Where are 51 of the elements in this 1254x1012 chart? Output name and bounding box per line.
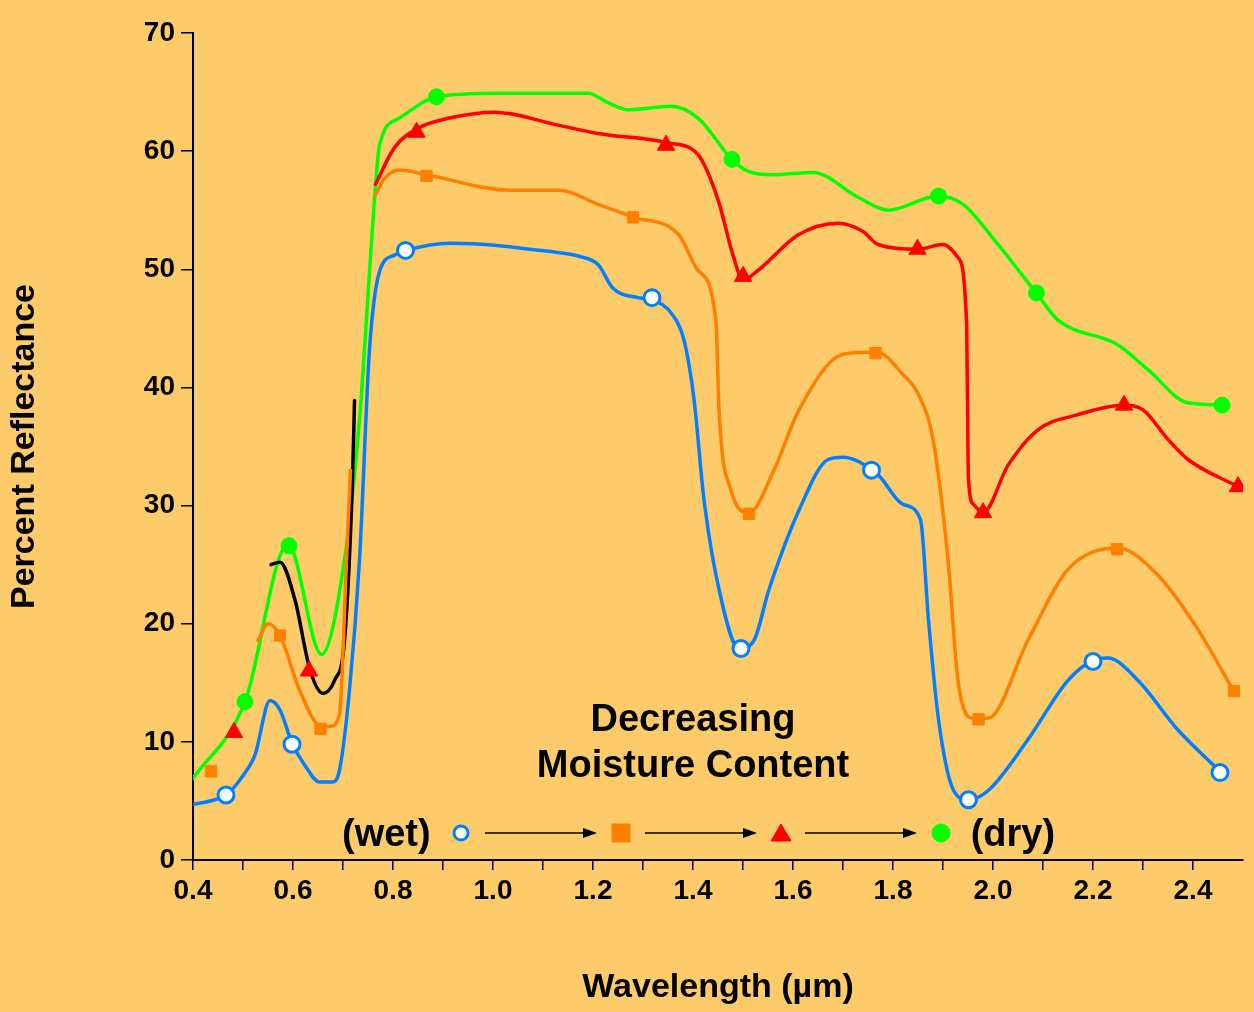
x-tick-label: 2.2: [1073, 873, 1113, 905]
y-tick-label: 70: [143, 15, 175, 47]
point: [282, 734, 302, 754]
point: [1083, 652, 1103, 672]
annotation: (dry): [970, 811, 1056, 855]
point: [204, 765, 218, 778]
x-tick-label: 0.8: [373, 873, 413, 905]
point: [742, 507, 756, 520]
point: [626, 211, 640, 224]
point: [396, 240, 415, 260]
point: [1110, 543, 1124, 556]
y-tick-label: 0: [159, 842, 175, 874]
x-tick-label: 1.0: [473, 873, 513, 905]
annotation: (wet): [342, 811, 431, 855]
line-series: [269, 398, 357, 696]
point: [930, 187, 947, 205]
y-axis-title: Percent Reflectance: [2, 283, 41, 610]
y-tick-label: 40: [143, 370, 175, 402]
x-tick-label: 1.6: [773, 873, 813, 905]
legend-title: Decreasing Moisture Content: [535, 696, 851, 787]
x-axis-title: Wavelength (µm): [582, 965, 854, 1004]
point: [959, 790, 978, 810]
y-tick-label: 60: [143, 133, 175, 165]
point: [1210, 763, 1230, 783]
point: [216, 785, 236, 805]
point: [236, 693, 254, 711]
x-tick-label: 0.6: [273, 873, 313, 905]
y-tick-label: 50: [143, 252, 175, 283]
x-tick-label: 2.4: [1173, 873, 1213, 905]
x-tick-label: 1.8: [873, 873, 913, 905]
point: [1213, 396, 1231, 414]
x-tick-label: 0.4: [173, 873, 213, 905]
point: [731, 639, 751, 659]
point: [723, 150, 741, 168]
y-tick-label: 20: [143, 606, 175, 638]
point: [428, 88, 445, 106]
point: [862, 460, 881, 480]
x-tick-label: 1.2: [573, 873, 613, 905]
point: [314, 722, 327, 736]
point: [280, 537, 298, 555]
point: [869, 347, 882, 360]
point: [642, 288, 662, 308]
y-tick-label: 30: [143, 488, 175, 520]
point: [273, 629, 287, 642]
y-tick-label: 10: [143, 724, 175, 756]
point: [972, 713, 985, 726]
point: [420, 169, 433, 183]
x-tick-label: 2.0: [973, 873, 1013, 905]
x-tick-label: 1.4: [673, 873, 713, 905]
point: [1227, 684, 1241, 698]
point: [1028, 284, 1045, 302]
